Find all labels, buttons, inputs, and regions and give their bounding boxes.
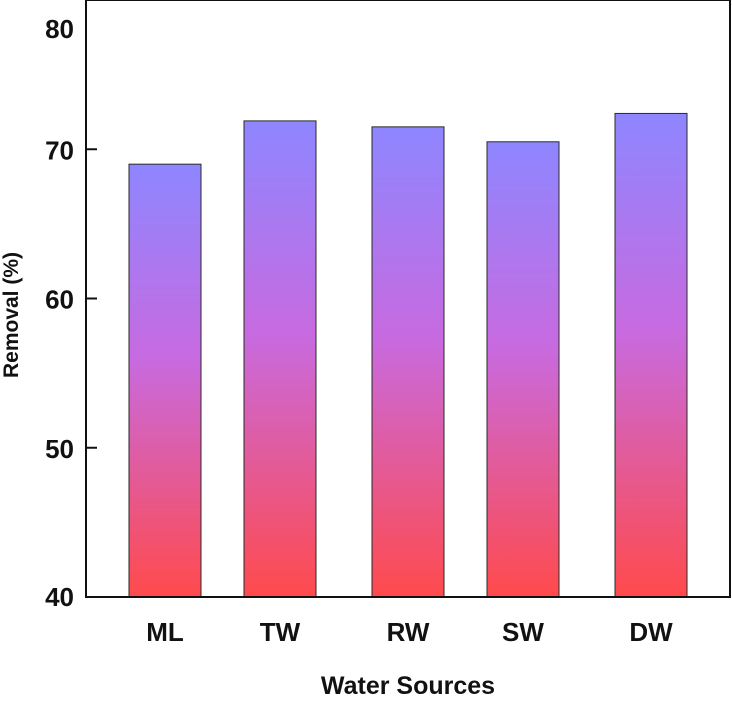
x-tick-label-sw: SW	[502, 617, 544, 647]
y-tick-label-60: 60	[45, 285, 74, 315]
bar-sw	[486, 141, 560, 598]
bar-rw	[371, 126, 445, 598]
y-tick-label-80: 80	[45, 14, 74, 44]
x-tick-label-dw: DW	[629, 617, 673, 647]
x-category-labels: ML TW RW SW DW	[146, 617, 673, 647]
y-axis-title: Removal (%)	[0, 252, 23, 378]
bar-tw	[243, 120, 317, 598]
bars-layer	[128, 112, 688, 598]
plot-frame	[85, 0, 731, 598]
x-tick-label-tw: TW	[260, 617, 301, 647]
y-tick-label-40: 40	[45, 582, 74, 612]
bar-ml	[128, 163, 202, 598]
y-tick-label-70: 70	[45, 135, 74, 165]
y-tick-label-50: 50	[45, 434, 74, 464]
x-axis-title: Water Sources	[321, 672, 495, 699]
x-tick-label-rw: RW	[387, 617, 430, 647]
y-ticks: 40 50 60 70 80	[45, 0, 97, 612]
x-tick-label-ml: ML	[146, 617, 184, 647]
bar-dw	[614, 112, 688, 598]
